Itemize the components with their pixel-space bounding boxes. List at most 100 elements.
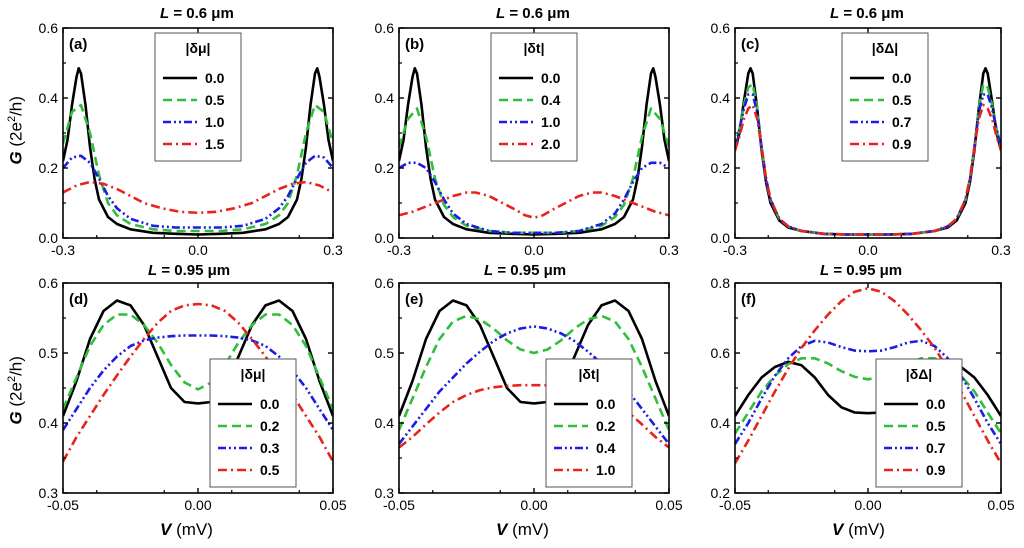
title-value-f: = 0.95 μm bbox=[833, 262, 903, 279]
legend-label-c-1: 0.5 bbox=[892, 92, 912, 108]
series-c-3 bbox=[735, 103, 1001, 236]
legend-d: |δμ| 0.0 0.2 0.3 0.5 bbox=[209, 358, 297, 488]
title-value-c: = 0.6 μm bbox=[843, 5, 904, 22]
y-axis-unit-prefix: (2e bbox=[6, 382, 26, 407]
panel-title-f: L = 0.95 μm bbox=[820, 262, 902, 279]
x-axis-symbol: V bbox=[832, 520, 844, 539]
panel-e: 0.3 0.4 0.5 0.6 -0.05 0.00 0.05 (e) |δt| 0.0 0.2 0.… bbox=[375, 275, 683, 513]
legend-label-d-1: 0.2 bbox=[260, 418, 280, 434]
title-symbol-e: L bbox=[484, 262, 494, 279]
title-symbol-d: L bbox=[148, 262, 158, 279]
title-symbol-b: L bbox=[496, 5, 506, 22]
y-tick-label-b-1: 0.2 bbox=[375, 160, 395, 176]
series-a-1 bbox=[63, 103, 333, 233]
x-axis-unit: (mV) bbox=[176, 520, 213, 539]
panel-title-d: L = 0.95 μm bbox=[148, 262, 230, 279]
panel-title-e: L = 0.95 μm bbox=[484, 262, 566, 279]
y-tick-label-d-0: 0.3 bbox=[39, 485, 59, 501]
legend-title-e: |δt| bbox=[579, 366, 600, 382]
legend-label-e-3: 1.0 bbox=[596, 462, 616, 478]
x-tick-label-c-2: 0.3 bbox=[991, 242, 1011, 258]
legend-label-f-1: 0.5 bbox=[926, 418, 946, 434]
title-symbol-a: L bbox=[160, 5, 170, 22]
y-tick-label-b-0: 0.0 bbox=[375, 230, 395, 246]
legend-label-b-2: 1.0 bbox=[541, 114, 561, 130]
x-tick-label-e-2: 0.05 bbox=[655, 497, 682, 513]
x-tick-label-a-0: -0.3 bbox=[51, 242, 75, 258]
y-axis-unit-prefix: (2e bbox=[6, 122, 26, 147]
x-tick-label-e-0: -0.05 bbox=[383, 497, 415, 513]
x-tick-label-b-2: 0.3 bbox=[659, 242, 679, 258]
x-tick-label-f-1: 0.00 bbox=[854, 497, 881, 513]
y-tick-label-f-0: 0.2 bbox=[711, 485, 731, 501]
legend-f: |δΔ| 0.0 0.5 0.7 0.9 bbox=[875, 358, 963, 488]
y-tick-label-d-2: 0.5 bbox=[39, 345, 59, 361]
panel-c: 0.00.20.40.6-0.3 0.0 0.3(c) |δΔ|0.00.50.70.… bbox=[711, 20, 1011, 258]
panel-label-f: (f) bbox=[741, 291, 756, 308]
legend-label-e-0: 0.0 bbox=[596, 396, 616, 412]
y-tick-label-e-3: 0.6 bbox=[375, 275, 395, 291]
y-axis-unit-exp: 2 bbox=[5, 115, 18, 123]
x-axis-symbol: V bbox=[496, 520, 508, 539]
panel-label-c: (c) bbox=[741, 36, 759, 53]
series-f-3 bbox=[735, 286, 1001, 464]
legend-box-e bbox=[545, 358, 633, 488]
panel-label-e: (e) bbox=[405, 291, 423, 308]
y-tick-label-e-0: 0.3 bbox=[375, 485, 395, 501]
panel-title-c: L = 0.6 μm bbox=[830, 5, 904, 22]
y-tick-label-d-3: 0.6 bbox=[39, 275, 59, 291]
legend-label-d-3: 0.5 bbox=[260, 462, 280, 478]
y-tick-label-f-3: 0.8 bbox=[711, 275, 731, 291]
x-axis-unit: (mV) bbox=[512, 520, 549, 539]
series-e-0 bbox=[399, 299, 669, 417]
panel-label-b: (b) bbox=[405, 36, 424, 53]
panel-a: 0.00.20.40.6-0.3 0.0 0.3(a) |δμ|0.00.51.01.… bbox=[39, 20, 343, 258]
legend-box-f bbox=[875, 358, 963, 488]
y-tick-label-f-2: 0.6 bbox=[711, 345, 731, 361]
y-axis-unit-suffix: /h) bbox=[6, 96, 26, 116]
panel-title-b: L = 0.6 μm bbox=[496, 5, 570, 22]
y-tick-label-e-1: 0.4 bbox=[375, 415, 395, 431]
legend-label-a-2: 1.0 bbox=[205, 114, 225, 130]
x-tick-label-a-2: 0.3 bbox=[323, 242, 343, 258]
legend-b: |δt| 0.0 0.4 1.0 2.0 bbox=[490, 32, 578, 162]
series-b-3 bbox=[399, 191, 669, 219]
x-tick-label-b-1: 0.0 bbox=[524, 242, 544, 258]
x-tick-label-d-0: -0.05 bbox=[47, 497, 79, 513]
y-axis-label-bottom: G (2e2/h) bbox=[6, 356, 27, 425]
legend-title-b: |δt| bbox=[524, 40, 545, 56]
legend-label-f-3: 0.9 bbox=[926, 462, 946, 478]
x-axis-symbol: V bbox=[160, 520, 172, 539]
y-tick-label-c-2: 0.4 bbox=[711, 90, 731, 106]
y-tick-label-a-2: 0.4 bbox=[39, 90, 59, 106]
legend-title-d: |δμ| bbox=[241, 366, 266, 382]
x-tick-label-c-0: -0.3 bbox=[723, 242, 747, 258]
title-value-b: = 0.6 μm bbox=[509, 5, 570, 22]
x-tick-label-a-1: 0.0 bbox=[188, 242, 208, 258]
title-value-e: = 0.95 μm bbox=[497, 262, 567, 279]
series-d-1 bbox=[63, 313, 333, 410]
y-tick-label-b-3: 0.6 bbox=[375, 20, 395, 36]
x-tick-label-b-0: -0.3 bbox=[387, 242, 411, 258]
legend-label-b-0: 0.0 bbox=[541, 70, 561, 86]
legend-title-c: |δΔ| bbox=[872, 40, 898, 56]
legend-label-b-1: 0.4 bbox=[541, 92, 561, 108]
y-tick-label-e-2: 0.5 bbox=[375, 345, 395, 361]
x-axis-label-d: V (mV) bbox=[160, 520, 213, 540]
legend-label-f-2: 0.7 bbox=[926, 440, 946, 456]
x-tick-label-f-2: 0.05 bbox=[987, 497, 1014, 513]
y-tick-label-f-1: 0.4 bbox=[711, 415, 731, 431]
title-value-d: = 0.95 μm bbox=[161, 262, 231, 279]
legend-box-a bbox=[154, 32, 242, 162]
y-axis-unit-suffix: /h) bbox=[6, 356, 26, 376]
panel-d: 0.3 0.4 0.5 0.6 -0.05 0.00 0.05 (d) |δμ| 0.0 0.2 0.… bbox=[39, 275, 347, 513]
legend-label-d-2: 0.3 bbox=[260, 440, 280, 456]
legend-c: |δΔ| 0.0 0.5 0.7 0.9 bbox=[841, 32, 929, 162]
y-tick-label-c-1: 0.2 bbox=[711, 160, 731, 176]
y-axis-symbol: G bbox=[6, 151, 26, 165]
series-e-1 bbox=[399, 314, 669, 431]
y-tick-label-a-3: 0.6 bbox=[39, 20, 59, 36]
legend-label-e-2: 0.4 bbox=[596, 440, 616, 456]
panel-label-a: (a) bbox=[69, 36, 87, 53]
